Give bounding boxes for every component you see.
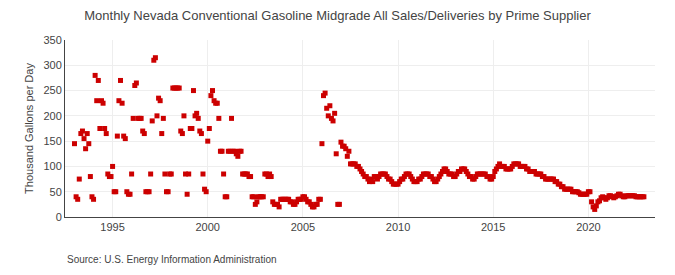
svg-text:300: 300	[43, 59, 61, 71]
svg-text:200: 200	[43, 110, 61, 122]
svg-text:2000: 2000	[195, 221, 219, 233]
svg-text:2005: 2005	[291, 221, 315, 233]
svg-text:150: 150	[43, 135, 61, 147]
svg-text:0: 0	[56, 211, 62, 223]
svg-text:250: 250	[43, 84, 61, 96]
svg-text:2010: 2010	[386, 221, 410, 233]
svg-text:2015: 2015	[481, 221, 505, 233]
svg-text:Monthly Nevada Conventional Ga: Monthly Nevada Conventional Gasoline Mid…	[84, 8, 591, 23]
svg-text:100: 100	[43, 160, 61, 172]
svg-text:50: 50	[50, 186, 62, 198]
svg-text:2020: 2020	[576, 221, 600, 233]
svg-text:Thousand Gallons per Day: Thousand Gallons per Day	[23, 63, 35, 194]
svg-text:350: 350	[43, 34, 61, 46]
svg-text:1995: 1995	[100, 221, 124, 233]
svg-text:Source: U.S. Energy Informatio: Source: U.S. Energy Information Administ…	[67, 254, 277, 265]
